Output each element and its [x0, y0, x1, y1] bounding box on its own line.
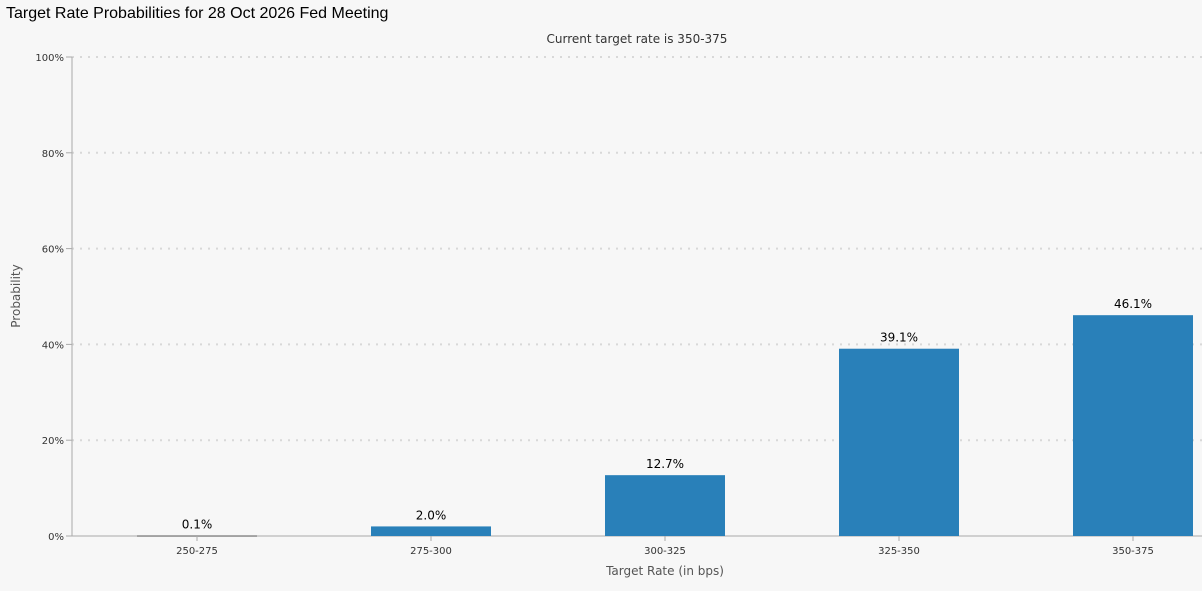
bar — [371, 526, 491, 536]
chart-title: Target Rate Probabilities for 28 Oct 202… — [6, 5, 389, 22]
data-label: 39.1% — [880, 331, 918, 345]
x-tick-label: 350-375 — [1112, 546, 1154, 557]
x-tick-label: 250-275 — [176, 546, 218, 557]
x-axis-label: Target Rate (in bps) — [605, 564, 724, 578]
data-label: 2.0% — [416, 508, 447, 522]
y-tick-label: 100% — [35, 53, 64, 64]
x-tick-label: 275-300 — [410, 546, 452, 557]
y-tick-label: 20% — [42, 436, 64, 447]
bar — [605, 475, 725, 536]
data-label: 46.1% — [1114, 297, 1152, 311]
y-tick-label: 40% — [42, 340, 64, 351]
bar — [1073, 315, 1193, 536]
y-tick-label: 80% — [42, 149, 64, 160]
y-tick-label: 0% — [48, 532, 64, 543]
x-tick-label: 325-350 — [878, 546, 920, 557]
y-tick-label: 60% — [42, 245, 64, 256]
bar — [839, 348, 959, 536]
data-label: 12.7% — [646, 457, 684, 471]
chart-subtitle: Current target rate is 350-375 — [547, 32, 728, 46]
data-label: 0.1% — [182, 518, 213, 532]
y-axis-label: Probability — [9, 264, 23, 327]
x-tick-label: 300-325 — [644, 546, 686, 557]
